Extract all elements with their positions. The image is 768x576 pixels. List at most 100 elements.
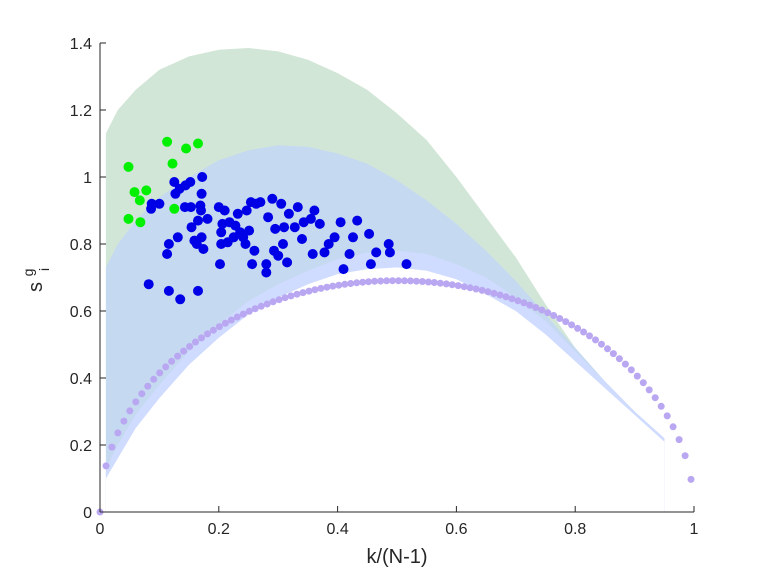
point-s0-44: [359, 278, 367, 286]
point-s2-8: [169, 203, 180, 214]
point-s0-99: [687, 475, 695, 483]
point-s0-91: [639, 379, 647, 387]
point-s0-5: [126, 407, 134, 415]
point-s0-57: [436, 279, 444, 287]
point-s1-69: [338, 264, 349, 275]
point-s0-84: [598, 340, 605, 348]
point-s0-81: [580, 328, 588, 336]
point-s0-24: [239, 310, 247, 318]
point-s1-71: [348, 232, 358, 243]
point-s1-78: [401, 259, 412, 270]
point-s2-3: [134, 195, 145, 206]
point-s1-29: [219, 205, 230, 216]
point-s0-43: [353, 279, 361, 287]
point-s0-15: [186, 343, 194, 350]
x-tick-label: 1: [690, 521, 699, 538]
point-s0-90: [633, 372, 641, 380]
point-s0-49: [389, 277, 396, 285]
point-s0-19: [209, 326, 217, 334]
point-s1-63: [309, 205, 320, 216]
point-s0-37: [317, 284, 325, 292]
point-s0-80: [574, 324, 582, 332]
point-s0-58: [442, 280, 450, 288]
axes: 0 0.2 0.4 0.6 0.8 1 0 0.2 0.4 0.6 0.8 1 1.2 1.4: [70, 36, 699, 538]
point-s0-21: [221, 319, 229, 327]
point-s1-13: [186, 222, 197, 233]
point-s0-47: [377, 277, 385, 285]
point-s0-79: [568, 321, 576, 329]
point-s0-28: [263, 300, 271, 308]
point-s0-26: [251, 305, 259, 313]
point-s0-52: [406, 277, 414, 285]
point-s1-54: [279, 222, 290, 233]
point-s0-38: [323, 283, 331, 291]
point-s1-42: [249, 245, 260, 256]
point-s0-97: [675, 436, 683, 444]
point-s0-96: [669, 423, 677, 431]
point-s0-59: [448, 281, 456, 289]
point-s0-87: [615, 355, 623, 363]
point-s0-78: [562, 318, 570, 326]
point-s0-95: [663, 412, 671, 420]
point-s1-45: [261, 259, 272, 270]
point-s1-53: [278, 239, 288, 249]
point-s2-5: [141, 185, 152, 196]
point-s2-1: [123, 213, 134, 224]
point-s1-11: [185, 177, 196, 187]
point-s0-72: [526, 301, 534, 309]
point-s0-83: [592, 336, 599, 344]
point-s2-4: [135, 217, 146, 228]
point-s0-42: [347, 280, 355, 287]
point-s0-85: [604, 345, 611, 353]
point-s0-68: [502, 293, 510, 301]
point-s2-10: [193, 138, 203, 149]
point-s1-23: [202, 213, 213, 224]
point-s0-32: [287, 292, 295, 300]
point-s1-34: [232, 208, 243, 219]
point-s0-75: [544, 309, 552, 317]
point-s1-59: [297, 234, 307, 244]
point-s0-77: [556, 315, 564, 322]
y-tick-label: 0: [83, 505, 92, 522]
y-tick-label: 0.8: [70, 237, 92, 254]
point-s0-61: [460, 283, 468, 291]
point-s2-6: [162, 136, 173, 147]
point-s1-68: [335, 217, 346, 228]
point-s0-69: [508, 295, 516, 303]
y-axis-label: s g i: [16, 263, 52, 292]
point-s0-14: [180, 347, 188, 355]
point-s0-60: [454, 282, 462, 290]
point-s0-10: [156, 369, 164, 377]
point-s1-55: [282, 257, 293, 268]
point-s1-57: [289, 222, 300, 233]
point-s0-13: [174, 352, 182, 360]
point-s1-2: [154, 198, 165, 209]
point-s0-1: [102, 462, 110, 470]
point-s2-9: [181, 143, 192, 154]
point-s0-94: [657, 402, 665, 410]
x-tick-label: 0.2: [208, 521, 230, 538]
point-s1-47: [263, 212, 274, 223]
point-s1-66: [323, 239, 334, 249]
point-s1-74: [365, 259, 376, 270]
point-s0-30: [275, 296, 283, 304]
point-s0-34: [299, 289, 307, 297]
point-s1-19: [196, 188, 207, 199]
point-s0-56: [430, 279, 438, 286]
point-s0-53: [412, 277, 420, 285]
point-s1-7: [172, 232, 183, 243]
point-s0-93: [651, 394, 659, 402]
point-s1-52: [276, 198, 287, 209]
point-s1-44: [255, 197, 266, 208]
y-axis-label-superscript: g: [20, 269, 36, 277]
point-s0-40: [335, 281, 343, 289]
x-tick-label: 0.6: [445, 521, 467, 538]
point-s1-64: [314, 218, 325, 229]
point-s0-89: [627, 366, 635, 374]
point-s0-76: [550, 312, 558, 319]
point-s1-38: [241, 205, 252, 216]
point-s1-12: [185, 202, 196, 213]
axis-labels: k/(N-1) s g i: [16, 263, 428, 568]
point-s0-12: [168, 357, 176, 365]
point-s1-51: [273, 250, 284, 261]
